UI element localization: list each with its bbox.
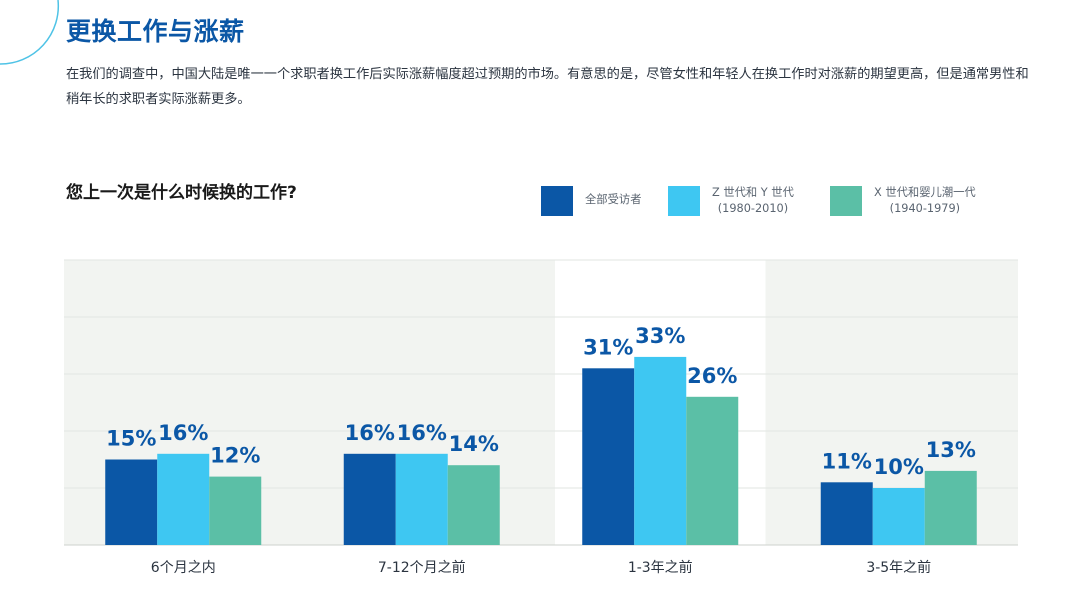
x-tick-label: 7-12个月之前 xyxy=(378,559,466,576)
data-label-gen-x: 13% xyxy=(926,438,976,462)
bar-all xyxy=(820,482,873,545)
bar-all xyxy=(582,368,635,545)
intro-paragraph: 在我们的调查中，中国大陆是唯一一个求职者换工作后实际涨薪幅度超过预期的市场。有意… xyxy=(66,67,1029,107)
legend-label-all: 全部受访者 xyxy=(585,193,642,206)
legend-label-gen-x: X 世代和婴儿潮一代 xyxy=(874,186,976,199)
bar-all xyxy=(343,453,396,545)
data-label-gen-zy: 10% xyxy=(874,455,924,479)
bar-gen-zy xyxy=(395,453,448,545)
bar-gen-zy xyxy=(872,488,925,545)
legend-swatch-gen-zy xyxy=(668,186,700,216)
legend-item-gen-x: X 世代和婴儿潮一代 (1940-1979) xyxy=(830,186,976,217)
bar-gen-zy xyxy=(634,356,687,545)
page-title: 更换工作与涨薪 xyxy=(66,17,245,46)
bar-all xyxy=(105,459,158,545)
legend-swatch-gen-x xyxy=(830,186,862,216)
legend-sublabel-gen-x: (1940-1979) xyxy=(889,202,961,215)
x-tick-label: 1-3年之前 xyxy=(628,559,693,576)
legend-swatch-all xyxy=(541,186,573,216)
bar-gen-zy xyxy=(157,453,210,545)
bar-gen-x xyxy=(686,396,739,545)
data-label-gen-x: 14% xyxy=(449,432,499,456)
data-label-all: 11% xyxy=(822,449,872,473)
data-label-gen-zy: 16% xyxy=(397,421,447,445)
data-label-gen-zy: 16% xyxy=(158,421,208,445)
data-label-all: 31% xyxy=(583,335,633,359)
legend-sublabel-gen-zy: (1980-2010) xyxy=(717,202,789,215)
data-label-gen-zy: 33% xyxy=(635,324,685,348)
bar-gen-x xyxy=(209,476,262,545)
chart-title: 您上一次是什么时候换的工作? xyxy=(66,183,297,203)
bar-gen-x xyxy=(447,465,500,545)
x-tick-label: 3-5年之前 xyxy=(866,559,931,576)
data-label-gen-x: 12% xyxy=(210,444,260,468)
legend-item-gen-zy: Z 世代和 Y 世代 (1980-2010) xyxy=(668,186,794,217)
data-label-all: 16% xyxy=(345,421,395,445)
legend-item-all: 全部受访者 xyxy=(541,186,642,216)
data-label-all: 15% xyxy=(106,427,156,451)
x-tick-label: 6个月之内 xyxy=(151,560,216,576)
corner-arc-decoration xyxy=(0,0,60,65)
data-label-gen-x: 26% xyxy=(687,364,737,388)
legend-label-gen-zy: Z 世代和 Y 世代 xyxy=(712,186,794,199)
bar-gen-x xyxy=(924,470,977,545)
